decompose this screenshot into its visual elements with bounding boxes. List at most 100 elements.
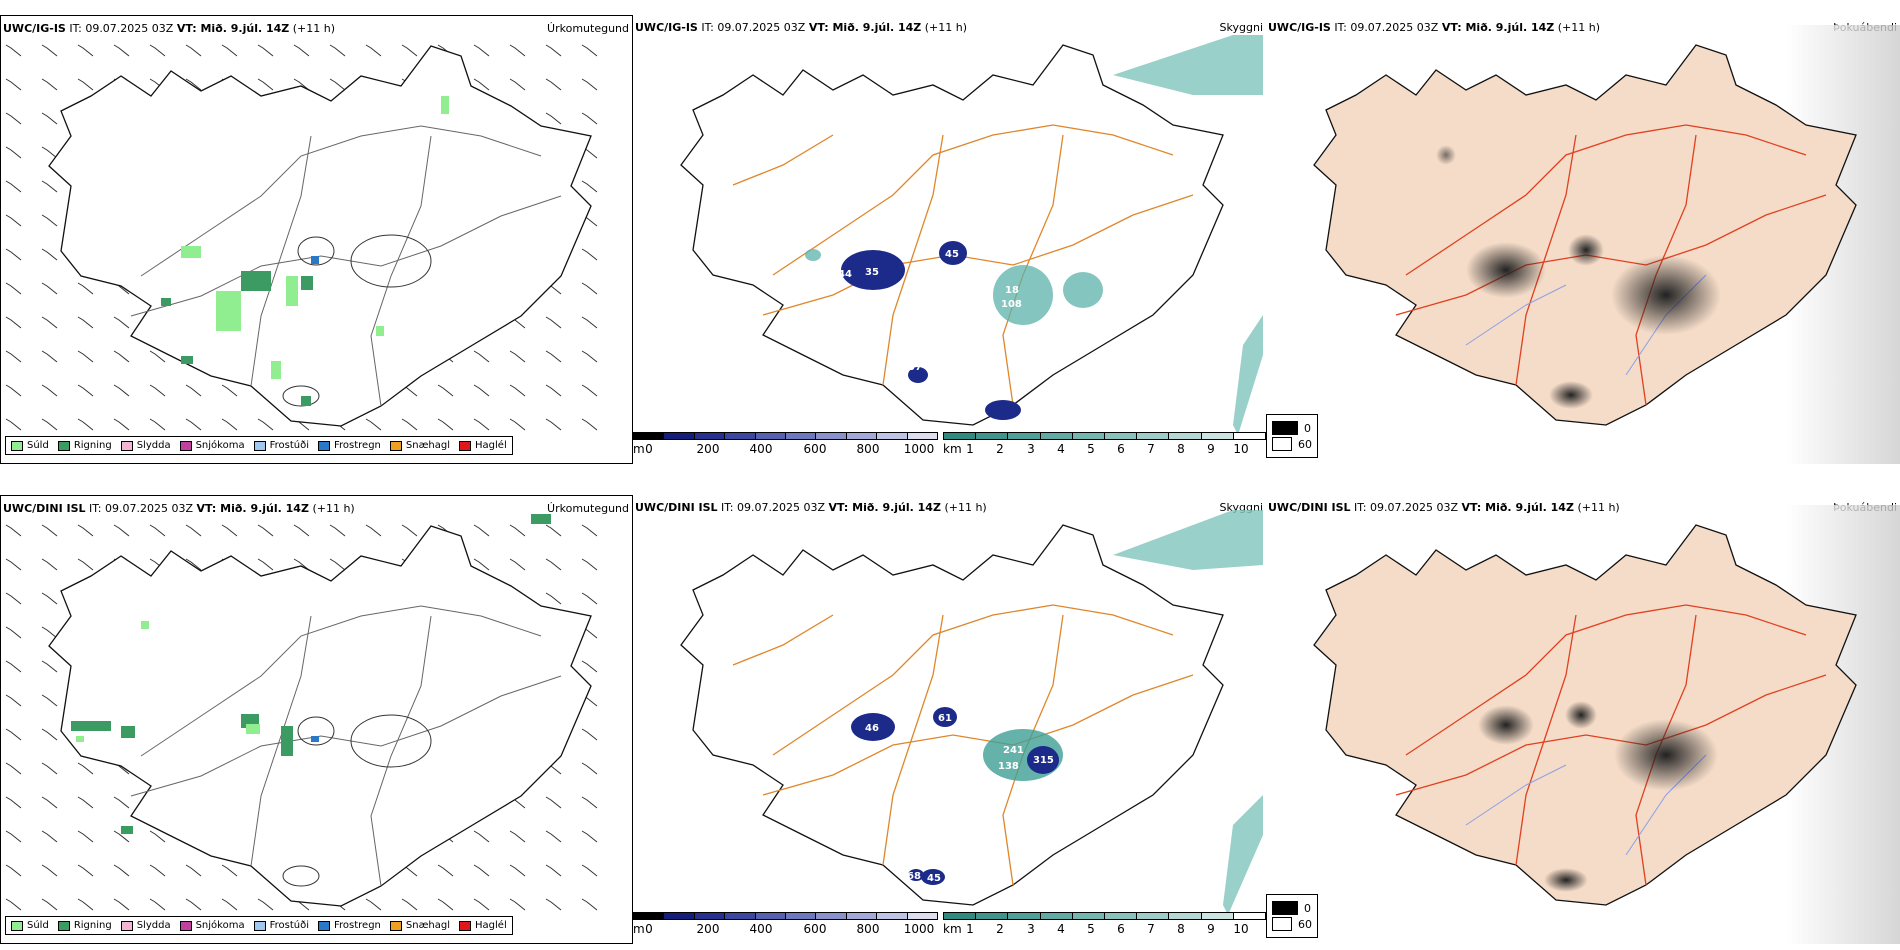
wind-barb: [5, 384, 22, 397]
wind-barb: [581, 864, 598, 877]
legend-swatch: [179, 920, 192, 931]
precip-rain-patches: [71, 514, 551, 834]
wind-barb: [221, 864, 238, 877]
colorbar-tick: 200: [696, 442, 720, 456]
wind-barb: [581, 660, 598, 673]
precip-drizzle-patches: [76, 621, 260, 742]
wind-barb: [581, 728, 598, 741]
wind-barb: [41, 796, 58, 809]
legend-swatch: [1272, 901, 1298, 915]
low-ceiling-areas: [851, 707, 1059, 885]
legend-item: Snjókoma: [179, 440, 245, 451]
panel-header: UWC/DINI ISL IT: 09.07.2025 03Z VT: Mið.…: [3, 502, 355, 515]
wind-barb: [509, 78, 526, 91]
low-visibility-patch: [1113, 35, 1263, 95]
wind-barb: [581, 350, 598, 363]
wind-barb: [5, 78, 22, 91]
wind-barb: [5, 898, 22, 911]
colorbar-tick: 1000: [903, 442, 935, 456]
wind-barb: [149, 384, 166, 397]
ceiling-visibility-panel-row1: UWC/IG-IS IT: 09.07.2025 03Z VT: Mið. 9.…: [633, 15, 1266, 464]
wind-barb: [77, 762, 94, 775]
ceiling-label: 46: [865, 723, 879, 734]
wind-barb: [581, 558, 598, 571]
wind-barb: [41, 626, 58, 639]
wind-barb: [77, 282, 94, 295]
wind-barb: [221, 418, 238, 431]
wind-barb: [473, 898, 490, 911]
wind-barb: [41, 728, 58, 741]
wind-barb: [41, 78, 58, 91]
wind-barb: [509, 384, 526, 397]
wind-barb: [545, 384, 562, 397]
wind-barb: [5, 112, 22, 125]
wind-barb: [77, 898, 94, 911]
wind-barb: [77, 78, 94, 91]
wind-barb: [41, 762, 58, 775]
colorbar-tick: 8: [1177, 922, 1185, 936]
precip-map: [5, 44, 598, 431]
wind-barb: [113, 898, 130, 911]
legend-item: Rigning: [57, 920, 112, 931]
panel-title: Úrkomutegund: [547, 502, 629, 515]
wind-barb: [545, 350, 562, 363]
wind-barb: [545, 44, 562, 57]
wind-barb: [185, 864, 202, 877]
wind-barb: [545, 112, 562, 125]
wind-barb: [545, 864, 562, 877]
legend-swatch: [57, 920, 70, 931]
wind-barb: [581, 78, 598, 91]
colorbar-tick: 9: [1207, 922, 1215, 936]
legend-swatch: [389, 920, 402, 931]
wind-barb: [5, 796, 22, 809]
legend-swatch: [1272, 917, 1292, 931]
colorbar-tick: 6: [1117, 922, 1125, 936]
wind-barb: [257, 44, 274, 57]
wind-barb: [41, 898, 58, 911]
ceiling-value-labels: 35 44 45 18 108 45 57 57 40: [838, 249, 1062, 400]
wind-barb: [5, 864, 22, 877]
panel-header: UWC/IG-IS IT: 09.07.2025 03Z VT: Mið. 9.…: [635, 21, 968, 34]
ceiling-label: 315: [1033, 755, 1054, 766]
ceiling-label: 108: [1001, 299, 1022, 310]
wind-barb: [545, 524, 562, 537]
wind-barb: [5, 44, 22, 57]
legend-item: Rigning: [57, 440, 112, 451]
ceiling-label: 61: [938, 713, 952, 724]
wind-barb: [41, 248, 58, 261]
wind-barb: [5, 694, 22, 707]
ceiling-label: 44: [838, 269, 852, 280]
legend-swatch: [1272, 421, 1298, 435]
colorbar-tick: 400: [749, 922, 773, 936]
colorbar-tick: 600: [803, 442, 827, 456]
visibility-areas: [805, 249, 1103, 325]
legend-swatch: [459, 440, 472, 451]
fog-index-panel-row2: UWC/DINI ISL IT: 09.07.2025 03Z VT: Mið.…: [1266, 495, 1900, 944]
colorbar-unit: km: [943, 442, 962, 456]
wind-barb: [41, 214, 58, 227]
legend-swatch: [253, 440, 266, 451]
legend-swatch: [459, 920, 472, 931]
colorbar-tick: 800: [856, 922, 880, 936]
wind-barb: [77, 44, 94, 57]
wind-barb: [257, 418, 274, 431]
wind-barb: [437, 384, 454, 397]
wind-barb: [581, 524, 598, 537]
colorbar-tick: 0: [645, 442, 653, 456]
wind-barb: [437, 898, 454, 911]
wind-barb: [473, 524, 490, 537]
wind-barb: [5, 830, 22, 843]
wind-barb: [113, 864, 130, 877]
ceiling-label: 35: [865, 267, 879, 278]
colorbar-tick: 7: [1147, 922, 1155, 936]
colorbar-tick: 2: [996, 922, 1004, 936]
ceiling-label: 88: [1053, 772, 1067, 783]
wind-barb: [581, 592, 598, 605]
ceiling-label: 18: [1005, 285, 1019, 296]
ceiling-colorbar: m 0 200 400 600 800 1000: [633, 432, 938, 458]
wind-barb: [581, 316, 598, 329]
glaciers: [282, 714, 432, 887]
wind-barb: [509, 864, 526, 877]
wind-barb: [77, 524, 94, 537]
fog-index-map: [1313, 25, 1900, 464]
